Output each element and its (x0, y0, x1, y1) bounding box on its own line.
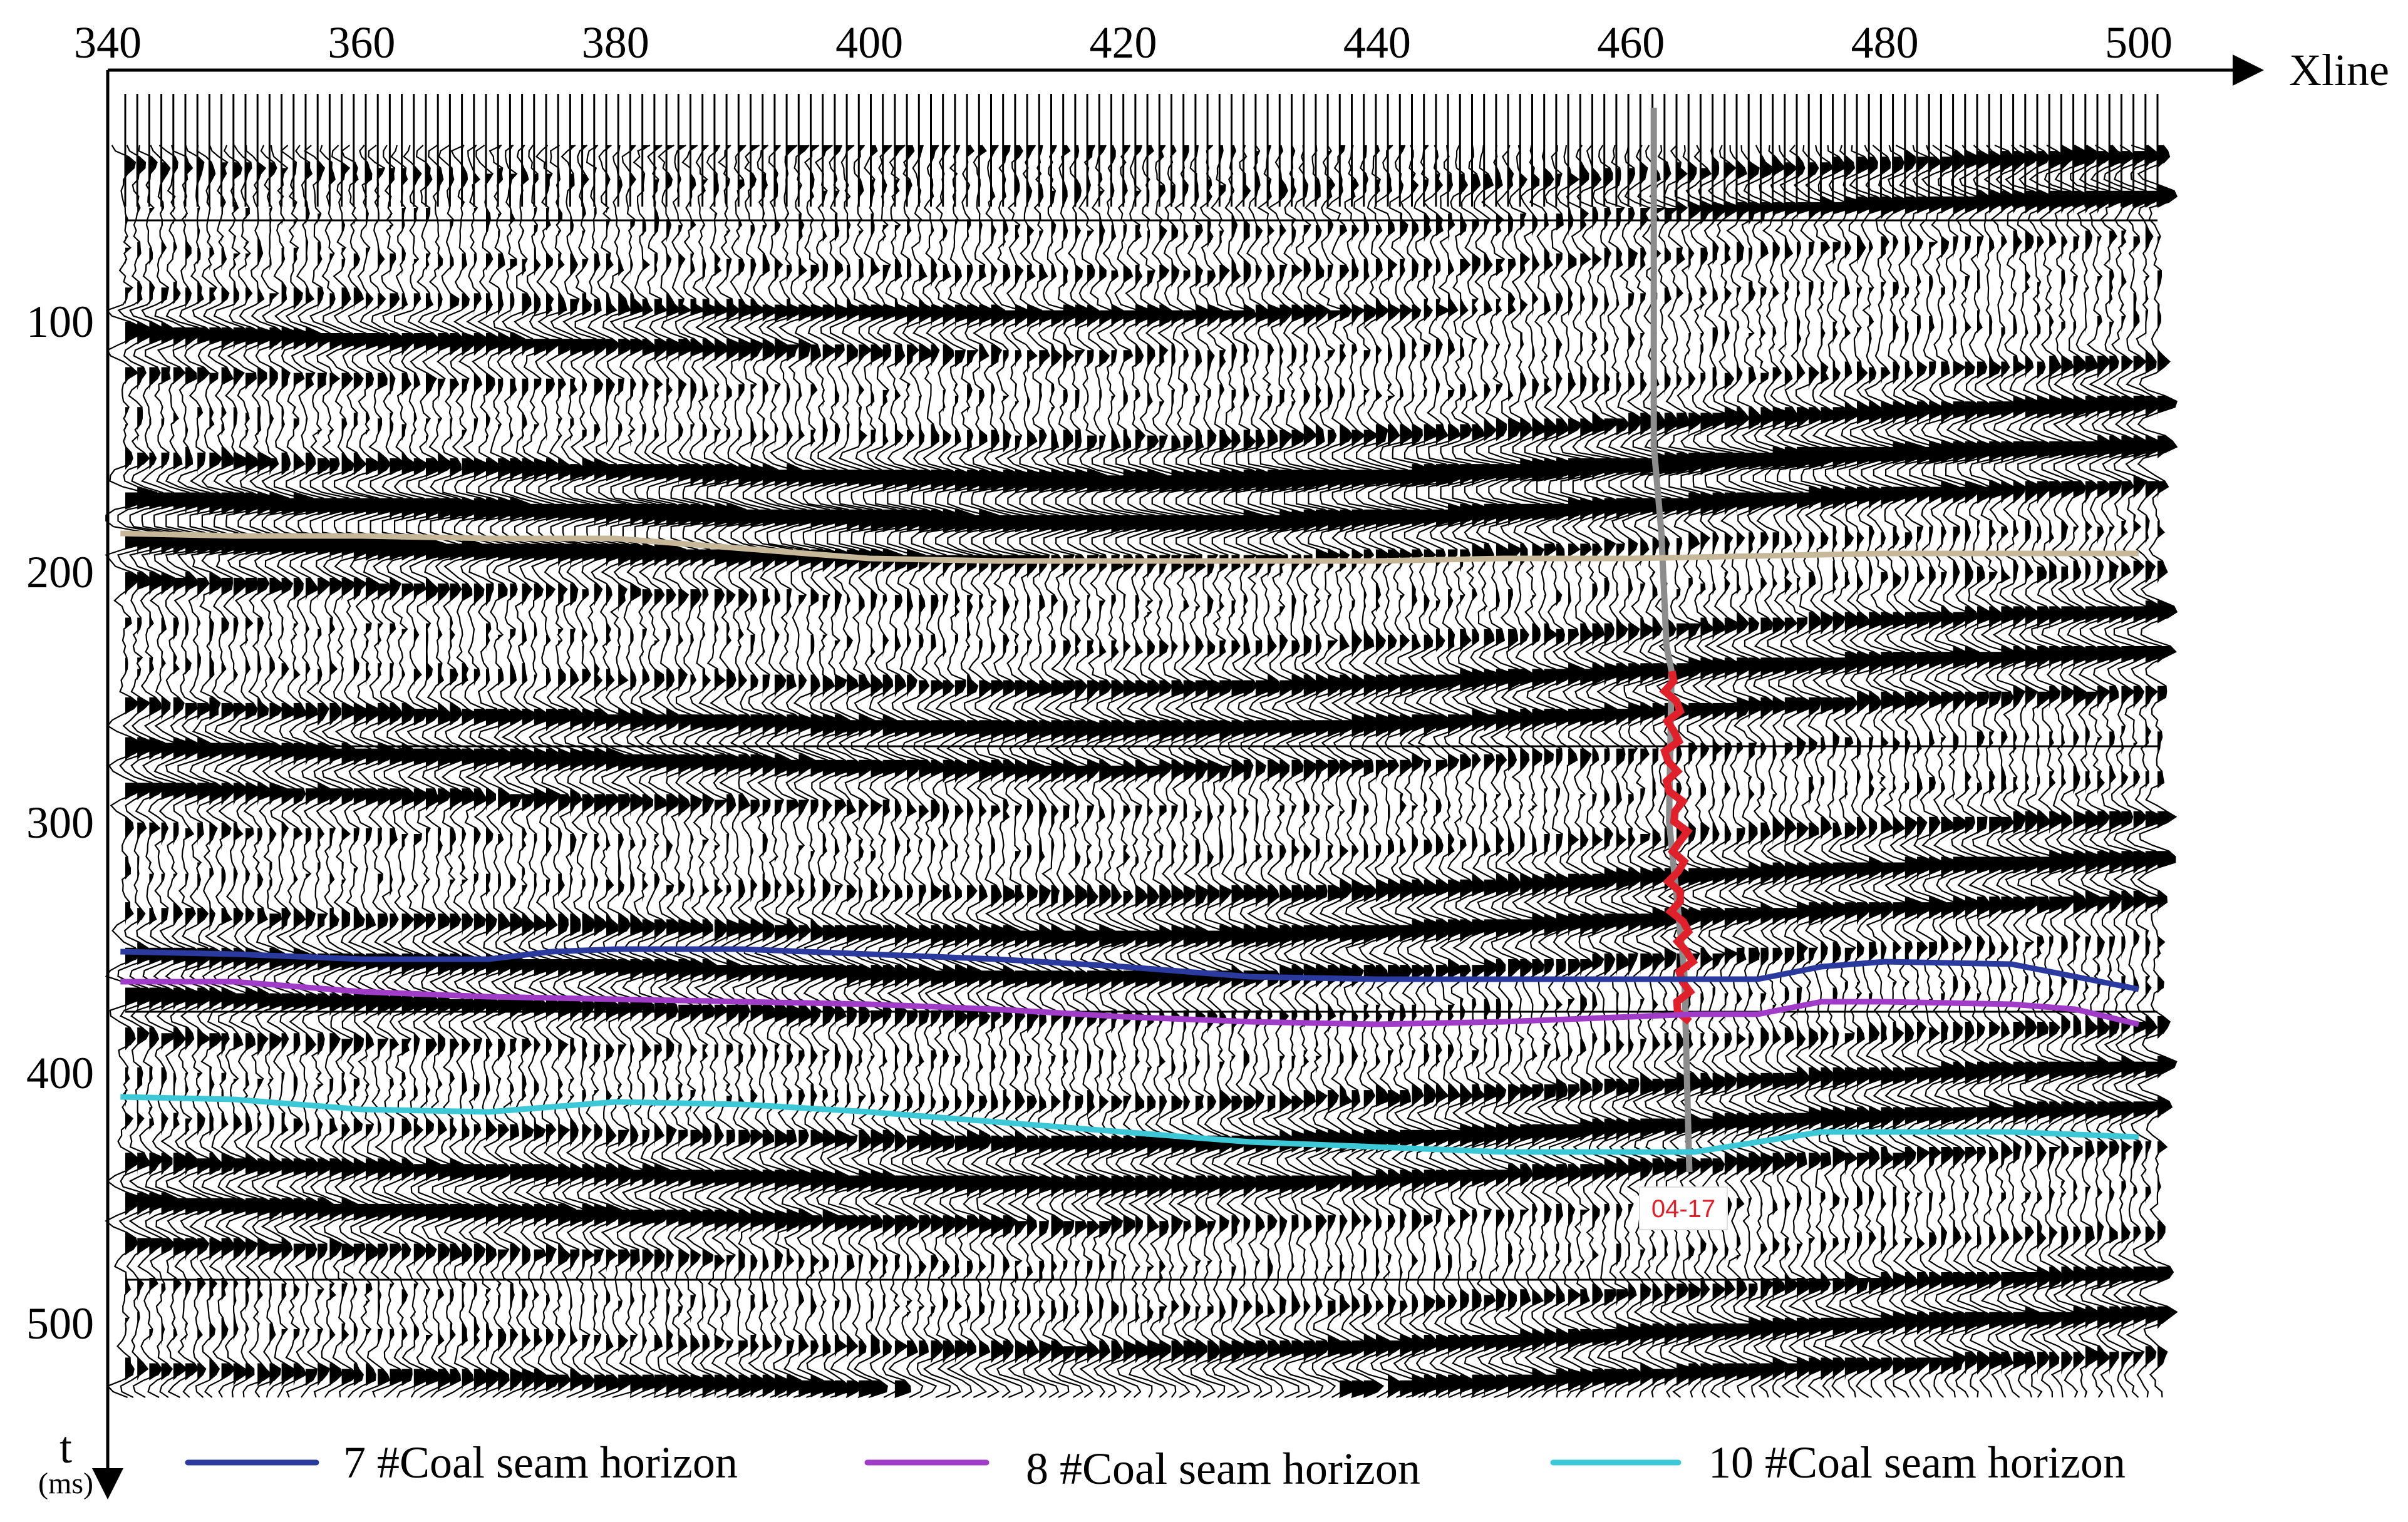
x-tick-label: 340 (74, 18, 142, 68)
y-tick-label: 200 (26, 547, 94, 597)
x-axis-title: Xline (2289, 45, 2389, 95)
seismic-traces (105, 94, 2178, 1399)
x-tick-label: 460 (1597, 18, 1665, 68)
x-tick-label: 420 (1090, 18, 1157, 68)
y-tick-label: 400 (26, 1048, 94, 1098)
legend-label-8: 8 #Coal seam horizon (1026, 1444, 1420, 1494)
x-tick-label: 500 (2105, 18, 2173, 68)
x-tick-label: 440 (1343, 18, 1411, 68)
legend-label-7: 7 #Coal seam horizon (343, 1437, 738, 1488)
horizon-line-0 (120, 946, 2139, 992)
x-tick-label: 360 (328, 18, 395, 68)
x-tick-label: 380 (582, 18, 649, 68)
well-trajectory (1650, 108, 1698, 1173)
horizon-lines (120, 530, 2140, 1155)
legend: 7 #Coal seam horizon 8 #Coal seam horizo… (185, 1437, 2126, 1494)
well-label: 04-17 (1651, 1195, 1715, 1223)
trace-headers (124, 94, 2159, 207)
well-label-box: 04-17 (1639, 1186, 1728, 1230)
x-tick-label: 480 (1851, 18, 1919, 68)
x-tick-labels: 340 360 380 400 420 440 460 480 500 (74, 18, 2173, 68)
trace-peaks (125, 145, 2177, 1397)
y-tick-labels: 100 200 300 400 500 (26, 297, 94, 1349)
y-axis-unit: (ms) (38, 1467, 93, 1500)
horizon-line-1 (120, 979, 2140, 1027)
legend-label-10: 10 #Coal seam horizon (1708, 1437, 2126, 1488)
horizon-line-3 (120, 530, 2139, 564)
y-tick-label: 500 (26, 1298, 94, 1349)
y-tick-label: 300 (26, 798, 94, 848)
y-axis-title: t (59, 1422, 72, 1473)
trace-wiggles (105, 144, 2178, 1399)
horizon-line-2 (120, 1094, 2139, 1155)
y-tick-label: 100 (26, 297, 94, 347)
well-log-curve (1659, 670, 1698, 1025)
x-tick-label: 400 (835, 18, 903, 68)
